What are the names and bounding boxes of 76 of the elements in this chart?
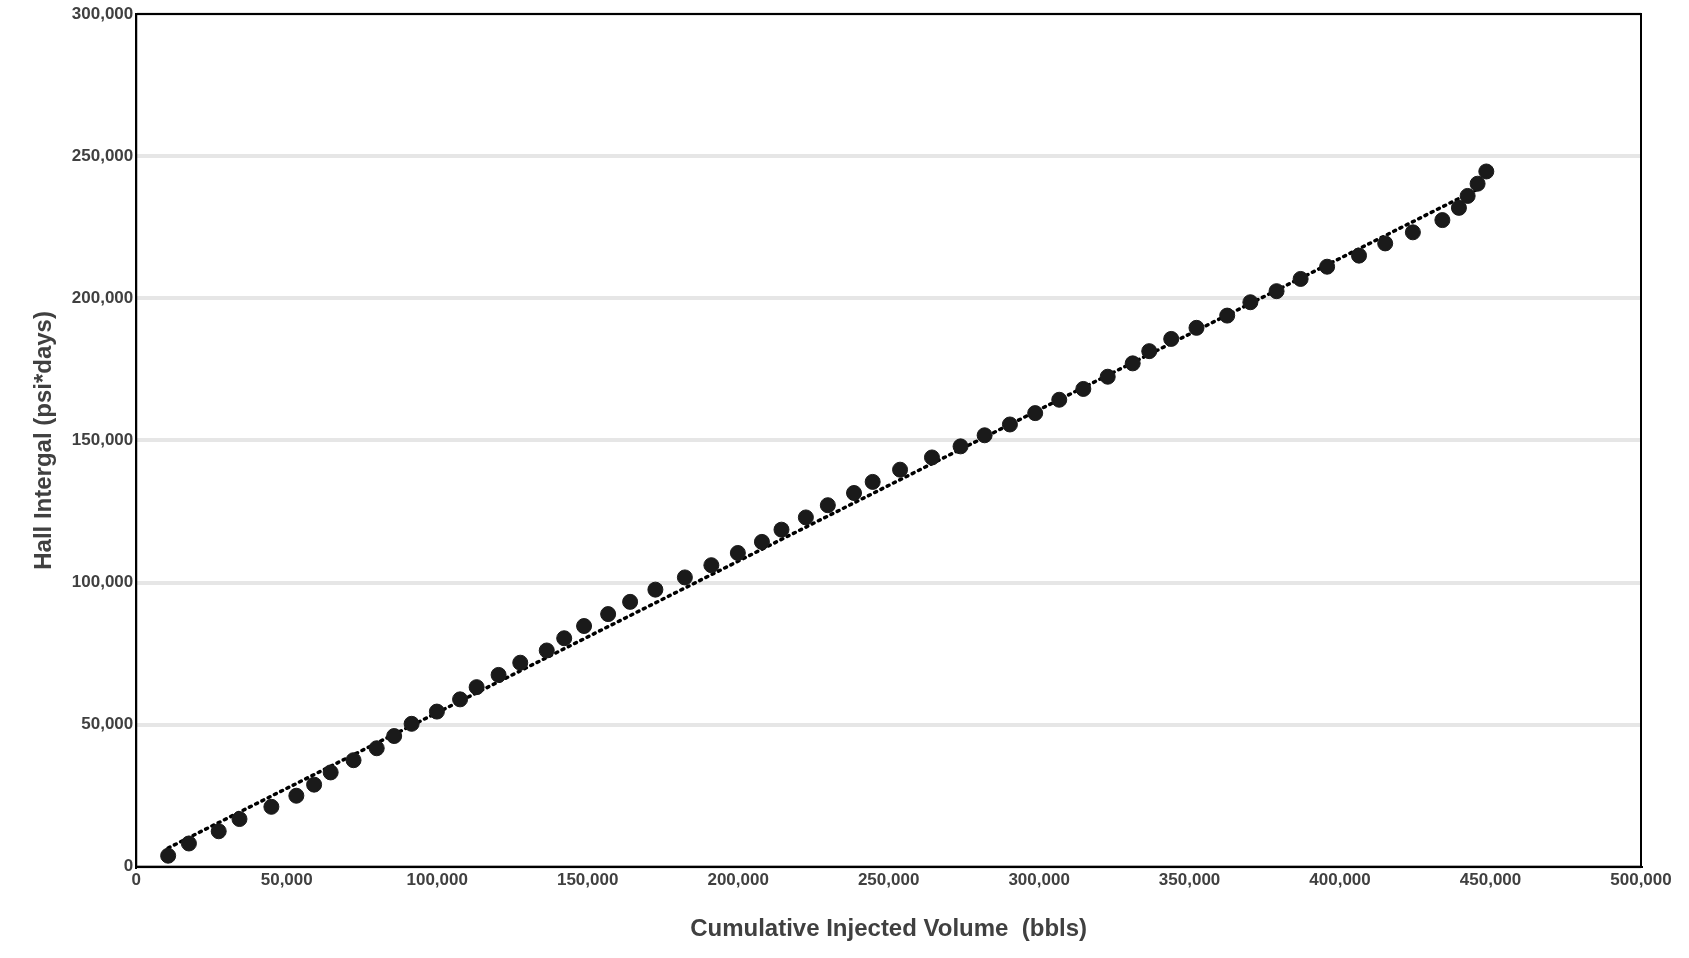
point xyxy=(512,654,529,671)
point xyxy=(288,787,305,804)
y-tick-label: 200,000 xyxy=(71,287,134,307)
point xyxy=(1459,187,1476,204)
point xyxy=(468,679,485,696)
y-tick-label: 50,000 xyxy=(81,714,134,734)
point xyxy=(263,798,280,815)
point xyxy=(386,728,403,745)
y-tick-label: 250,000 xyxy=(71,145,134,165)
x-tick-label: 100,000 xyxy=(406,869,468,889)
x-tick-label: 150,000 xyxy=(556,869,619,889)
point xyxy=(729,544,746,561)
x-tick-label: 500,000 xyxy=(1610,869,1672,889)
point xyxy=(1051,391,1068,408)
point xyxy=(864,473,881,490)
point xyxy=(160,847,177,864)
point xyxy=(1141,343,1158,360)
point xyxy=(773,521,790,538)
point xyxy=(1377,235,1394,252)
point xyxy=(923,449,940,466)
point xyxy=(403,715,420,732)
y-tick-label: 300,000 xyxy=(71,3,134,23)
point xyxy=(892,461,909,478)
point xyxy=(1450,199,1467,216)
x-tick-label: 50,000 xyxy=(260,869,313,889)
point xyxy=(210,823,227,840)
point xyxy=(1404,224,1421,241)
point xyxy=(976,427,993,444)
point xyxy=(1478,163,1495,180)
y-tick-label: 150,000 xyxy=(71,430,134,450)
point xyxy=(952,438,969,455)
point xyxy=(622,593,639,610)
point xyxy=(538,642,555,659)
point xyxy=(797,509,814,526)
point xyxy=(1434,212,1451,229)
point xyxy=(1242,294,1259,311)
point xyxy=(1292,270,1309,287)
point xyxy=(1319,258,1336,275)
point xyxy=(306,776,323,793)
point xyxy=(1001,416,1018,433)
point xyxy=(1469,175,1486,192)
x-axis-title: Cumulative Injected Volume (bbls) xyxy=(690,914,1088,942)
point xyxy=(180,835,197,852)
point xyxy=(345,752,362,769)
point xyxy=(428,703,445,720)
point xyxy=(1188,319,1205,336)
point xyxy=(1075,380,1092,397)
x-tick-label: 300,000 xyxy=(1008,869,1070,889)
point xyxy=(1351,247,1368,264)
point xyxy=(703,557,720,574)
point xyxy=(556,630,573,647)
x-tick-label: 350,000 xyxy=(1158,869,1221,889)
point xyxy=(846,484,863,501)
x-tick-label: 250,000 xyxy=(857,869,920,889)
y-axis-title: Hall Intergal (psi*days) xyxy=(29,311,57,570)
point xyxy=(819,497,836,514)
point xyxy=(576,618,593,635)
point xyxy=(753,533,770,550)
point xyxy=(676,569,693,586)
point xyxy=(490,666,507,683)
x-tick-label: 200,000 xyxy=(707,869,769,889)
point xyxy=(1027,405,1044,422)
point xyxy=(600,606,617,623)
point xyxy=(368,740,385,757)
point xyxy=(1099,368,1116,385)
point xyxy=(1124,355,1141,372)
y-tick-label: 100,000 xyxy=(71,572,134,592)
point xyxy=(1268,283,1285,300)
point xyxy=(1219,307,1236,324)
point xyxy=(231,811,248,828)
point xyxy=(322,764,339,781)
x-tick-label: 400,000 xyxy=(1309,869,1371,889)
point xyxy=(647,581,664,598)
point xyxy=(452,691,469,708)
point xyxy=(1163,330,1180,347)
x-tick-label: 450,000 xyxy=(1459,869,1522,889)
